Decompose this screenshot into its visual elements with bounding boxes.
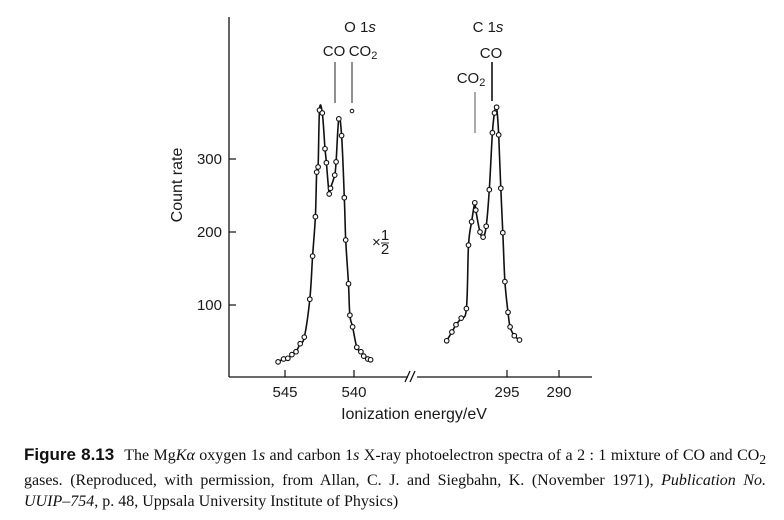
caption-text: The MgKα oxygen 1s and carbon 1s X-ray p… <box>24 447 767 511</box>
data-point <box>505 309 511 316</box>
data-point <box>335 116 342 122</box>
scale-denominator: 2 <box>381 241 389 258</box>
data-point <box>315 164 321 170</box>
series-o-1s <box>275 104 374 365</box>
series-layer <box>275 104 523 365</box>
data-point <box>326 191 333 197</box>
x-tick-label: 290 <box>546 384 571 401</box>
data-point <box>360 353 367 359</box>
data-point <box>516 337 523 343</box>
data-point <box>483 223 490 230</box>
data-point <box>468 218 475 225</box>
x-tick-label: 295 <box>494 384 519 401</box>
data-point <box>358 348 364 355</box>
y-tick-label: 200 <box>197 224 222 241</box>
data-point <box>502 278 508 285</box>
data-point <box>493 104 500 111</box>
data-point <box>297 340 304 347</box>
data-point <box>489 129 496 136</box>
data-point <box>443 337 450 344</box>
x-tick-label: 540 <box>341 384 366 401</box>
data-point <box>331 172 338 178</box>
c1s-co-label: CO <box>480 45 503 62</box>
x-axis-title: Ionization energy/eV <box>341 406 487 423</box>
data-point <box>341 194 348 201</box>
scale-factor-annotation: × 1 2 <box>372 227 389 258</box>
scale-numerator: 1 <box>381 227 389 244</box>
data-point <box>486 186 493 193</box>
y-axis-title: Count rate <box>169 148 186 223</box>
axis-break-icon <box>404 370 416 383</box>
data-point <box>499 229 506 236</box>
data-point <box>345 280 352 287</box>
figure-caption: Figure 8.13 The MgKα oxygen 1s and carbon… <box>24 444 766 512</box>
data-point <box>477 229 483 235</box>
data-point <box>497 185 504 192</box>
data-point <box>323 159 330 166</box>
data-point <box>491 110 498 116</box>
data-point <box>480 234 486 240</box>
data-point <box>472 207 479 213</box>
o1s-co-label: CO <box>323 43 346 60</box>
y-tick-label: 100 <box>197 297 222 314</box>
data-point <box>495 132 502 138</box>
y-tick-label: 300 <box>197 151 222 168</box>
data-point <box>313 169 320 175</box>
series-line <box>277 104 371 363</box>
data-point <box>293 348 299 355</box>
spectrum-chart: 100 200 300 545 540 295 290 Count rate Ioniza… <box>169 17 592 423</box>
data-point <box>327 185 334 192</box>
c1s-title: C 1s <box>473 19 504 36</box>
data-point <box>301 334 308 340</box>
c1s-co2-label: CO2 <box>457 70 486 89</box>
data-point <box>306 296 313 303</box>
series-line <box>446 104 520 342</box>
series-c-1s <box>443 104 523 344</box>
o1s-co2-peak-dot <box>349 108 355 114</box>
data-point <box>511 332 518 339</box>
data-point <box>353 344 360 351</box>
data-point <box>289 351 295 358</box>
data-point <box>458 315 465 321</box>
o1s-co2-label: CO2 <box>349 43 378 62</box>
data-point <box>312 213 319 220</box>
data-point <box>347 312 353 319</box>
figure-number: Figure 8.13 <box>24 445 115 464</box>
data-point <box>333 159 339 165</box>
data-point <box>471 199 478 206</box>
data-point <box>284 355 291 362</box>
data-point <box>342 237 349 243</box>
data-point <box>309 253 316 259</box>
data-point <box>338 132 345 139</box>
data-point <box>465 242 472 248</box>
axes <box>228 17 592 383</box>
o1s-title: O 1s <box>344 19 376 36</box>
data-point <box>507 324 513 330</box>
data-point <box>322 145 328 152</box>
y-ticks: 100 200 300 <box>197 151 236 314</box>
scale-times: × <box>372 234 381 251</box>
x-tick-label: 545 <box>272 384 297 401</box>
data-point <box>463 305 470 312</box>
data-point <box>449 329 455 335</box>
data-point <box>349 324 356 330</box>
data-point <box>319 110 326 116</box>
c1s-annotation: C 1s CO CO2 <box>457 19 504 133</box>
data-point <box>367 356 374 363</box>
data-point <box>453 321 459 328</box>
x-ticks: 545 540 295 290 <box>272 370 572 401</box>
data-point <box>275 359 281 365</box>
o1s-annotation: O 1s CO CO2 <box>323 19 378 114</box>
